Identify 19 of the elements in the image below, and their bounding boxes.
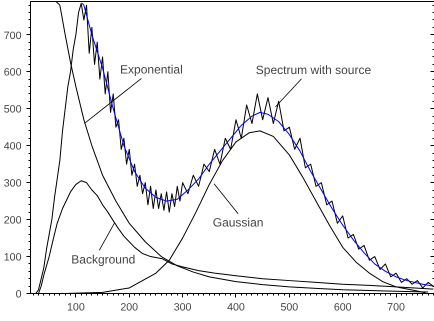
x-tick-label: 500 (280, 302, 298, 314)
annotation: Spectrum with source (256, 62, 372, 77)
annotation: Gaussian (212, 216, 264, 230)
x-tick-label: 100 (66, 302, 85, 314)
y-tick-label: 100 (4, 252, 22, 264)
x-tick-label: 400 (227, 302, 245, 314)
x-tick-label: 600 (334, 302, 352, 314)
annotation: Background (71, 252, 136, 266)
y-tick-label: 600 (4, 66, 22, 79)
y-tick-label: 700 (4, 30, 22, 42)
y-tick-label: 500 (4, 104, 22, 116)
x-tick-label: 300 (174, 302, 192, 314)
y-tick-label: 200 (4, 214, 22, 227)
y-tick-label: 400 (4, 140, 22, 153)
y-tick-label: 0 (16, 288, 22, 300)
x-tick-label: 200 (120, 302, 138, 314)
x-tick-label: 700 (387, 302, 406, 314)
y-tick-label: 300 (4, 178, 22, 190)
annotation: Exponential (120, 62, 183, 76)
